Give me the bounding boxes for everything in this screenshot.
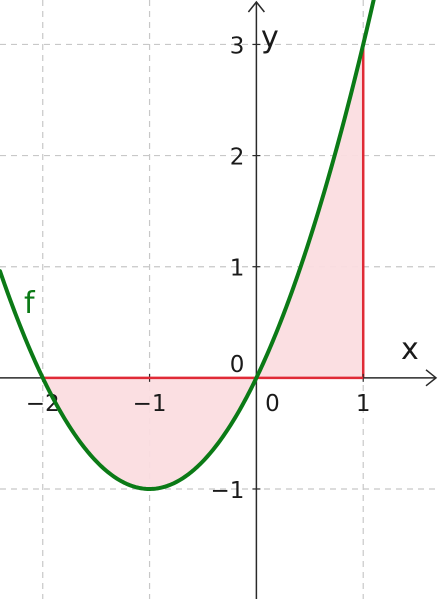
y-tick-label: −1 xyxy=(210,478,244,504)
series-line-f xyxy=(0,0,376,491)
x-tick-label: 1 xyxy=(356,391,371,417)
y-tick-label: 2 xyxy=(230,145,245,171)
curve-label-f: f xyxy=(24,286,36,321)
x-tick-label: 0 xyxy=(265,391,280,417)
y-axis-label: y xyxy=(261,20,279,55)
x-tick-label: −1 xyxy=(133,391,167,417)
x-axis-label: x xyxy=(401,332,419,367)
y-tick-label: 1 xyxy=(230,256,245,282)
y-tick-label: 3 xyxy=(230,33,245,59)
y-axis-arrow xyxy=(247,0,265,13)
x-axis-arrow xyxy=(425,369,438,387)
y-tick-label: 0 xyxy=(230,352,245,378)
